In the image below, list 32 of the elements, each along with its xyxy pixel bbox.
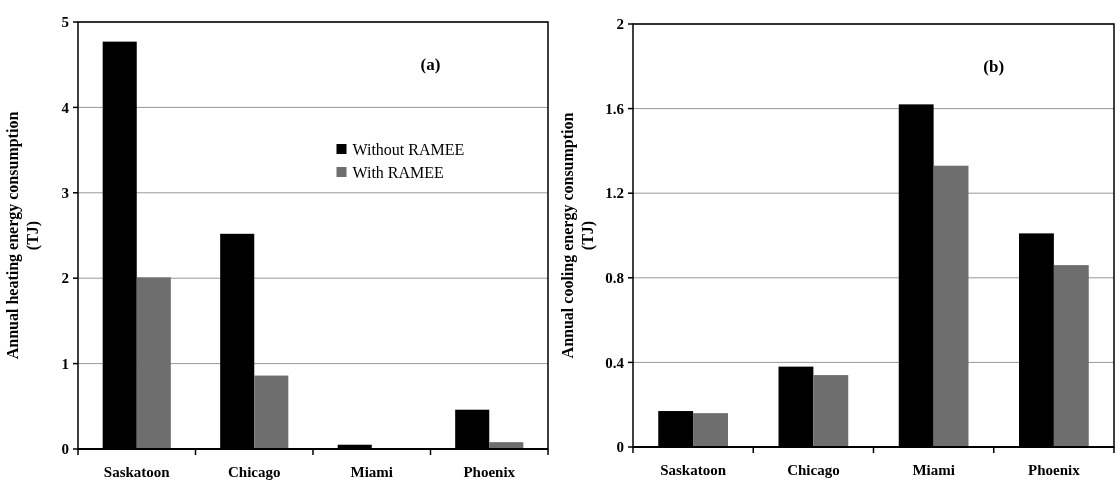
y-tick-label: 0.4 xyxy=(605,354,625,371)
y-tick-label: 1.2 xyxy=(605,185,624,202)
y-tick-label: 1 xyxy=(61,355,69,372)
y-tick-label: 0 xyxy=(616,439,624,456)
x-tick-label: Miami xyxy=(912,462,955,478)
legend-label: Without RAMEE xyxy=(352,140,465,158)
bar xyxy=(136,277,171,449)
x-tick-label: Chicago xyxy=(787,462,840,478)
bar xyxy=(813,375,849,447)
bar xyxy=(254,375,289,449)
x-tick-label: Saskatoon xyxy=(103,464,171,480)
y-tick-label: 2 xyxy=(61,270,69,287)
x-tick-label: Chicago xyxy=(228,464,281,480)
y-tick-label: 0.8 xyxy=(605,270,624,287)
bar xyxy=(933,165,969,447)
y-tick-label: 5 xyxy=(61,14,69,31)
x-tick-label: Saskatoon xyxy=(660,462,727,478)
y-tick-label: 4 xyxy=(61,99,70,116)
annotation: (b) xyxy=(983,57,1005,76)
bar xyxy=(1053,265,1089,447)
y-axis-title: Annual cooling energy consumption (TJ) xyxy=(559,112,597,359)
y-tick-label: 2 xyxy=(616,16,624,33)
x-tick-label: Miami xyxy=(350,464,393,480)
x-tick-label: Phoenix xyxy=(1028,462,1081,478)
legend-label: With RAMEE xyxy=(352,163,444,181)
x-tick-label: Phoenix xyxy=(463,464,516,480)
annotation: (a) xyxy=(420,55,441,74)
y-tick-label: 3 xyxy=(61,185,69,202)
y-axis-title: Annual heating energy consumption (TJ) xyxy=(4,111,42,360)
bar xyxy=(693,413,728,447)
y-tick-label: 0 xyxy=(61,441,69,458)
y-tick-label: 1.6 xyxy=(605,100,625,117)
